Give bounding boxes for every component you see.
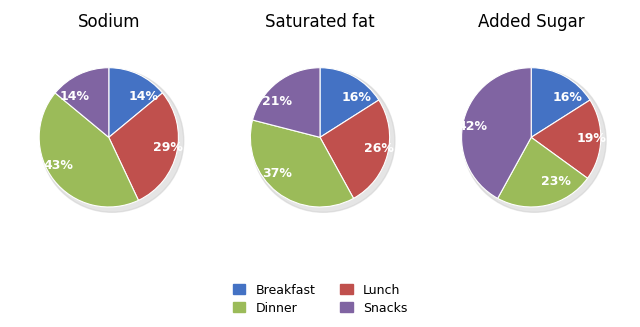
Wedge shape xyxy=(109,68,163,137)
Text: 16%: 16% xyxy=(342,91,372,104)
Title: Sodium: Sodium xyxy=(77,13,140,31)
Title: Added Sugar: Added Sugar xyxy=(478,13,584,31)
Text: 19%: 19% xyxy=(577,132,606,145)
Ellipse shape xyxy=(252,69,395,212)
Wedge shape xyxy=(320,100,390,198)
Text: 29%: 29% xyxy=(153,141,183,154)
Wedge shape xyxy=(253,68,320,137)
Wedge shape xyxy=(39,93,138,207)
Text: 14%: 14% xyxy=(128,90,158,103)
Wedge shape xyxy=(461,68,531,198)
Legend: Breakfast, Dinner, Lunch, Snacks: Breakfast, Dinner, Lunch, Snacks xyxy=(227,277,413,321)
Text: 43%: 43% xyxy=(43,159,73,172)
Text: 16%: 16% xyxy=(553,91,583,104)
Ellipse shape xyxy=(463,69,606,212)
Wedge shape xyxy=(250,120,353,207)
Wedge shape xyxy=(531,100,601,178)
Wedge shape xyxy=(498,137,588,207)
Wedge shape xyxy=(55,68,109,137)
Text: 23%: 23% xyxy=(541,175,571,188)
Wedge shape xyxy=(320,68,379,137)
Text: 26%: 26% xyxy=(364,142,394,155)
Wedge shape xyxy=(109,93,179,200)
Text: 42%: 42% xyxy=(458,120,488,132)
Wedge shape xyxy=(531,68,590,137)
Text: 14%: 14% xyxy=(60,90,90,103)
Text: 21%: 21% xyxy=(262,95,292,108)
Text: 37%: 37% xyxy=(262,166,292,180)
Title: Saturated fat: Saturated fat xyxy=(265,13,375,31)
Ellipse shape xyxy=(40,69,184,212)
